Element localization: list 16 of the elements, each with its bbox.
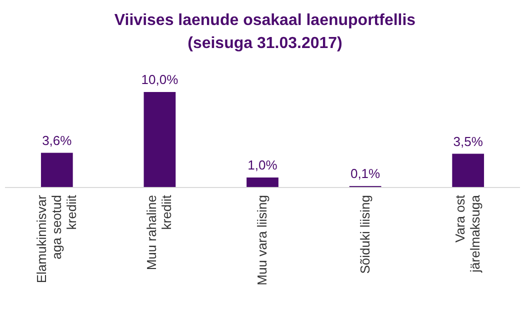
bar	[40, 152, 73, 187]
data-label: 3,6%	[42, 132, 72, 148]
data-label: 1,0%	[248, 158, 278, 172]
bar	[246, 178, 278, 187]
chart-subtitle: (seisuga 31.03.2017)	[188, 35, 342, 52]
data-label: 0,1%	[350, 166, 381, 182]
data-label: 10,0%	[141, 72, 179, 87]
x-tick-label: Muu vara liising	[254, 195, 270, 286]
data-label: 3,5%	[453, 134, 484, 149]
bar	[452, 154, 484, 187]
x-tick-label: Muu rahaline krediit	[144, 194, 174, 270]
x-tick-label: Elamukinnisvaraga seotud krediit	[34, 194, 79, 284]
chart-title: Viivises laenude osakaal laenuportfellis	[114, 12, 416, 29]
bar	[144, 92, 176, 187]
x-tick-label: Sõiduki liising	[357, 195, 372, 274]
x-tick-label: Vara ost järelmaksuga	[452, 194, 483, 274]
